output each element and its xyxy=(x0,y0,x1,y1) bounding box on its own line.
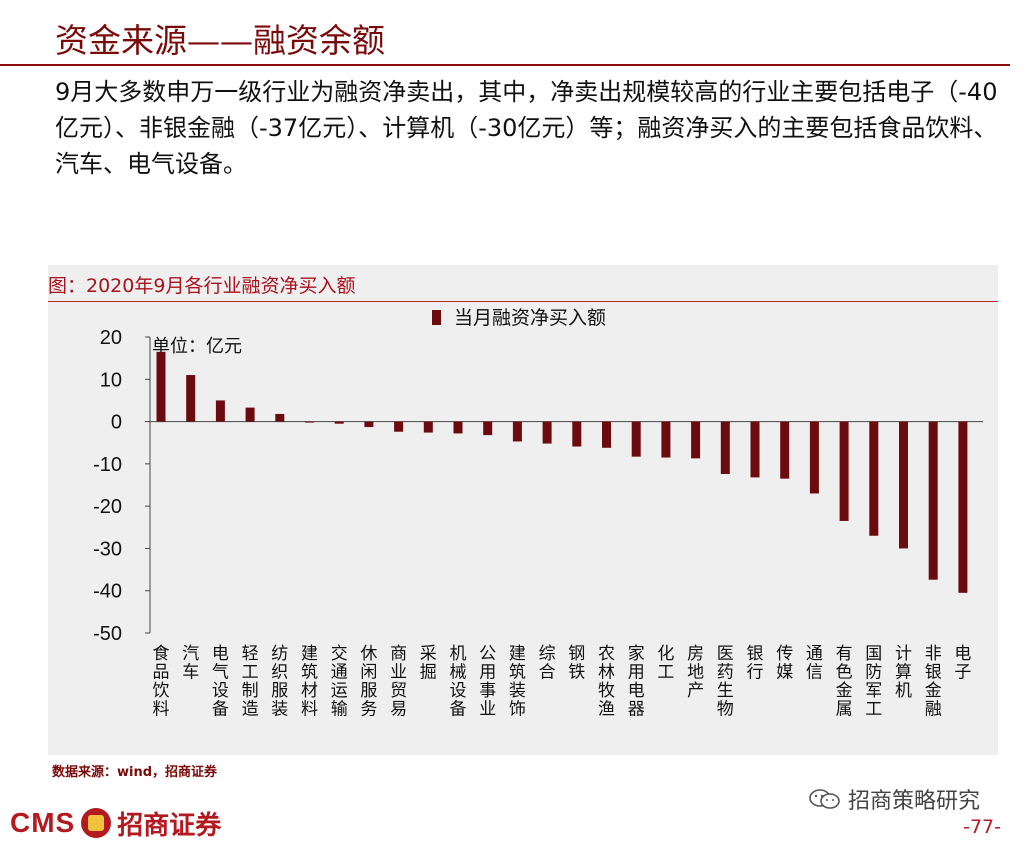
data-source: 数据来源：wind，招商证券 xyxy=(52,765,218,780)
x-tick-label: 有色金属 xyxy=(836,644,853,720)
x-tick-label: 电气设备 xyxy=(212,644,229,720)
y-tick-label: 10 xyxy=(100,369,122,391)
brand-name: 招商证券 xyxy=(117,810,222,841)
bar-20 xyxy=(720,421,730,475)
wechat-icon xyxy=(809,789,840,809)
bar-18 xyxy=(661,421,671,458)
x-tick-label: 食品饮料 xyxy=(153,644,170,720)
chart-title: 图：2020年9月各行业融资净买入额 xyxy=(48,275,356,297)
x-tick-label: 国防军工 xyxy=(865,644,882,720)
x-tick-label: 机械设备 xyxy=(450,644,467,720)
x-tick-label: 钢铁 xyxy=(568,644,585,683)
x-tick-label: 建筑装饰 xyxy=(509,644,526,720)
chart-panel: 图：2020年9月各行业融资净买入额 20 10 0 -10 -20 -30 -40 -50 单… xyxy=(48,265,998,755)
page-number: -77- xyxy=(963,816,1001,838)
bar-26 xyxy=(899,421,908,549)
y-tick-label: -20 xyxy=(93,496,122,518)
y-tick-label: -40 xyxy=(93,581,122,603)
x-tick-label: 房地产 xyxy=(687,644,704,701)
bar-11 xyxy=(453,421,463,434)
bar-22 xyxy=(780,421,790,479)
bar-5 xyxy=(275,413,285,422)
y-tick-label: 0 xyxy=(111,412,122,434)
summary-paragraph: 9月大多数申万一级行业为融资净卖出，其中，净卖出规模较高的行业主要包括电子（-4… xyxy=(55,78,998,178)
x-tick-label: 商业贸易 xyxy=(390,644,407,720)
bar-chart: 20100-10-20-30-40-50单位：亿元当月融资净买入额食品饮料汽车电… xyxy=(93,307,983,720)
wechat-account: 招商策略研究 xyxy=(808,783,980,815)
legend-swatch xyxy=(432,310,441,325)
y-tick-label: -30 xyxy=(93,538,122,560)
bar-17 xyxy=(631,421,641,457)
bar-3 xyxy=(215,400,225,422)
x-tick-label: 综合 xyxy=(539,644,556,683)
bar-7 xyxy=(334,421,344,424)
bar-2 xyxy=(186,375,196,422)
bar-9 xyxy=(394,421,404,432)
x-tick-label: 银行 xyxy=(747,644,764,683)
x-tick-label: 农林牧渔 xyxy=(598,644,615,720)
x-tick-label: 电子 xyxy=(954,644,971,683)
bar-6 xyxy=(305,421,314,423)
bar-23 xyxy=(809,421,819,494)
page-title: 资金来源——融资余额 xyxy=(55,21,385,60)
x-tick-label: 轻工制造 xyxy=(242,644,259,720)
bar-21 xyxy=(750,421,760,478)
x-tick-label: 计算机 xyxy=(895,644,912,701)
x-tick-label: 医药生物 xyxy=(717,644,734,720)
bar-14 xyxy=(542,421,552,444)
bar-8 xyxy=(364,421,374,428)
chart-title-divider xyxy=(48,301,998,302)
x-tick-label: 公用事业 xyxy=(479,644,496,720)
y-tick-label: -10 xyxy=(93,454,122,476)
x-tick-label: 纺织服装 xyxy=(271,644,288,720)
x-tick-label: 交通运输 xyxy=(331,644,348,720)
brand-logo: CMS 招商证券 xyxy=(10,806,222,841)
bar-25 xyxy=(869,421,879,536)
y-tick-label: 20 xyxy=(100,327,122,349)
bar-27 xyxy=(928,421,938,580)
bar-15 xyxy=(572,421,582,447)
bar-10 xyxy=(423,421,433,433)
bar-24 xyxy=(839,421,849,521)
bar-13 xyxy=(512,421,522,442)
brand-latin: CMS xyxy=(10,807,76,838)
unit-label: 单位：亿元 xyxy=(152,336,242,357)
title-divider xyxy=(0,64,1010,66)
x-tick-label: 家用电器 xyxy=(628,644,645,720)
bar-19 xyxy=(691,421,701,459)
bar-1 xyxy=(156,351,166,422)
x-tick-label: 传媒 xyxy=(776,644,793,683)
x-tick-label: 建筑材料 xyxy=(301,644,318,720)
x-tick-label: 非银金融 xyxy=(925,644,942,720)
bar-16 xyxy=(602,421,611,448)
bar-4 xyxy=(245,407,255,422)
bar-12 xyxy=(483,421,493,436)
y-tick-label: -50 xyxy=(93,623,122,645)
x-tick-label: 化工 xyxy=(657,644,674,683)
x-tick-label: 汽车 xyxy=(182,644,199,683)
x-tick-label: 采掘 xyxy=(420,644,437,683)
brand-seal-icon xyxy=(81,808,112,838)
bar-28 xyxy=(958,421,968,593)
x-tick-label: 通信 xyxy=(806,644,823,683)
x-tick-label: 休闲服务 xyxy=(360,644,377,720)
wechat-label: 招商策略研究 xyxy=(848,789,981,814)
legend-label: 当月融资净买入额 xyxy=(454,307,606,329)
